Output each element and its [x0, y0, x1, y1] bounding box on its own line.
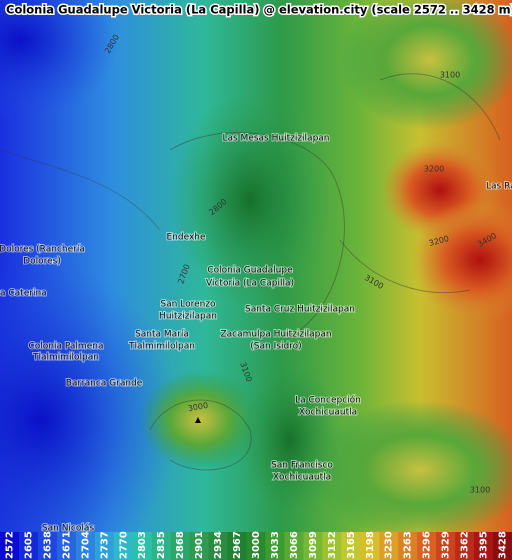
place-label: Las Ra [486, 182, 512, 192]
place-label: Santa María [135, 330, 189, 340]
legend-swatch [455, 532, 475, 560]
terrain [340, 0, 512, 130]
legend-swatch [265, 532, 285, 560]
place-label: a Caterina [0, 289, 47, 299]
place-label: Colonia Palmena [29, 342, 104, 352]
legend-label: 3395 [479, 531, 490, 559]
legend-label: 2605 [23, 531, 34, 559]
place-label: San Lorenzo [160, 300, 216, 310]
map-title: Colonia Guadalupe Victoria (La Capilla) … [6, 3, 512, 17]
legend-label: 3000 [251, 531, 262, 559]
place-label: San Nicolás [42, 524, 94, 534]
legend-swatch [0, 532, 20, 560]
legend-label: 3263 [403, 531, 414, 559]
legend-swatch [322, 532, 342, 560]
place-label: San Francisco [271, 461, 333, 471]
legend-swatch [170, 532, 191, 560]
legend-swatch [132, 532, 153, 560]
place-label: Dolores) [23, 257, 61, 267]
legend-label: 2638 [42, 531, 53, 559]
contour-label: 3000 [187, 401, 209, 413]
legend-label: 3428 [498, 531, 509, 559]
legend-label: 3132 [327, 531, 338, 559]
legend-swatch [360, 532, 380, 560]
terrain [140, 370, 260, 470]
legend-swatch [493, 532, 512, 560]
place-label: Colonia Guadalupe [207, 266, 293, 276]
contour-label: 3100 [440, 71, 460, 80]
legend-swatch [151, 532, 172, 560]
legend-swatch [379, 532, 399, 560]
place-label: Tlalmimilolpan [32, 353, 99, 363]
legend-label: 3362 [460, 531, 471, 559]
terrain [310, 400, 512, 540]
legend-label: 2803 [137, 531, 148, 559]
contour-line [169, 132, 345, 331]
legend-label: 2770 [118, 531, 129, 559]
contour-line [0, 149, 161, 231]
legend-label: 3066 [289, 531, 300, 559]
legend-label: 2967 [232, 531, 243, 559]
terrain [0, 260, 180, 560]
place-label: Xochicuautla [299, 408, 357, 418]
legend-label: 3099 [308, 531, 319, 559]
legend-label: 3033 [270, 531, 281, 559]
contour-line [149, 399, 252, 471]
terrain [240, 360, 340, 520]
legend-swatch [398, 532, 418, 560]
legend-swatch [75, 532, 96, 560]
place-label: Tlalmimilolpan [128, 342, 195, 352]
legend-swatch [37, 532, 58, 560]
legend-swatch [189, 532, 210, 560]
legend-swatch [436, 532, 456, 560]
terrain [0, 0, 120, 120]
legend-label: 2572 [4, 531, 15, 559]
legend-label: 2671 [61, 531, 72, 559]
legend-swatch [227, 532, 248, 560]
place-label: Barranca Grande [66, 379, 143, 389]
legend-label: 3165 [346, 531, 357, 559]
terrain [170, 90, 330, 310]
legend-swatch [284, 532, 304, 560]
contour-label: 3200 [424, 165, 444, 174]
legend-swatch [417, 532, 437, 560]
place-label: Huitzizilapan [159, 312, 217, 322]
place-label: Santa Cruz Huitzizilapan [245, 305, 355, 315]
place-label: Endexhe [166, 233, 206, 243]
legend-label: 3230 [384, 531, 395, 559]
place-label: La Concepción [295, 395, 361, 406]
terrain [410, 200, 512, 320]
legend-label: 2704 [80, 531, 91, 559]
place-label: Zacamulpa Huitzizilapan [220, 330, 331, 340]
legend-swatch [341, 532, 361, 560]
legend-label: 2835 [156, 531, 167, 559]
legend-swatch [208, 532, 229, 560]
place-label: Dolores (Ranchería [0, 245, 85, 255]
place-label: Victoria (La Capilla) [206, 279, 294, 289]
place-label: (San Isidro) [250, 342, 301, 352]
contour-label: 3100 [470, 486, 490, 495]
legend-swatch [113, 532, 134, 560]
peak-marker [195, 417, 201, 423]
contour-line [339, 239, 471, 294]
place-label: Xochicuautla [273, 473, 331, 483]
legend-swatch [18, 532, 39, 560]
place-label: Las Mesas Huitzizilapan [222, 134, 329, 144]
legend-label: 3329 [441, 531, 452, 559]
legend-label: 2901 [194, 531, 205, 559]
legend-swatch [246, 532, 266, 560]
legend-label: 2934 [213, 531, 224, 559]
legend-label: 3198 [365, 531, 376, 559]
legend-label: 2868 [175, 531, 186, 559]
contour-line [379, 73, 501, 141]
legend-swatch [303, 532, 323, 560]
legend-label: 2737 [99, 531, 110, 559]
legend-swatch [474, 532, 494, 560]
legend-swatch [94, 532, 115, 560]
legend-label: 3296 [422, 531, 433, 559]
legend-swatch [56, 532, 77, 560]
